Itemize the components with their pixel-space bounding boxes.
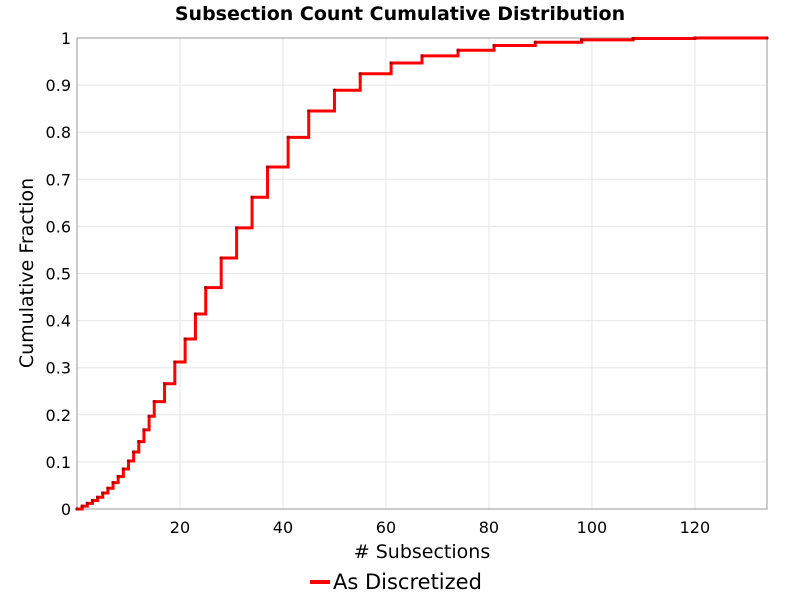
y-axis: 0 0.1 0.2 0.3 0.4 0.5 0.6 0.7 0.8 0.9 1 [46,29,71,519]
x-tick-label: 80 [479,518,499,537]
grid-lines [77,37,767,510]
x-tick-label: 20 [170,518,190,537]
data-point [183,337,187,341]
data-point [307,109,311,113]
data-point [126,459,131,463]
data-point [219,256,223,260]
chart-title: Subsection Count Cumulative Distribution [175,3,625,25]
y-tick-label: 1 [61,29,71,48]
data-point [152,400,156,404]
y-tick-label: 0 [61,500,71,519]
y-tick-label: 0.8 [46,123,71,142]
data-point [332,88,337,92]
y-tick-label: 0.1 [46,453,71,472]
y-tick-label: 0.3 [46,359,71,378]
x-tick-label: 60 [376,518,396,537]
data-point [204,286,208,290]
x-tick-label: 40 [273,518,293,537]
y-tick-label: 0.6 [46,217,71,236]
data-point [235,226,239,230]
data-point [389,61,393,65]
x-tick-label: 100 [577,518,608,537]
legend: As Discretized [310,570,482,594]
legend-label: As Discretized [333,570,482,594]
data-point [85,501,89,505]
data-point [111,481,115,485]
data-point [162,382,167,386]
x-axis: 20 40 60 80 100 120 [170,518,710,537]
data-point [358,72,362,76]
plot-area [76,37,768,510]
data-point [533,40,537,44]
data-point [147,414,151,418]
y-tick-label: 0.2 [46,406,71,425]
data-point [173,360,177,364]
data-point [90,498,95,503]
data-point [456,48,460,52]
data-point [580,38,584,42]
x-tick-label: 120 [680,518,711,537]
data-point [132,450,136,454]
y-tick-label: 0.5 [46,265,71,284]
data-point [80,504,84,508]
y-tick-label: 0.4 [46,312,71,331]
y-tick-label: 0.9 [46,76,71,95]
data-point [106,486,110,490]
data-point [492,43,496,48]
data-point [193,312,198,316]
data-point [137,440,141,444]
y-axis-label: Cumulative Fraction [16,178,38,368]
data-point [116,474,120,479]
data-point [142,428,146,432]
data-point [101,491,105,495]
data-point [250,195,254,199]
x-axis-label: # Subsections [354,541,490,563]
data-point [121,467,125,471]
y-tick-label: 0.7 [46,170,71,189]
data-point [286,135,290,139]
data-point [631,36,635,41]
data-point [95,495,100,499]
data-point [420,54,424,58]
data-point [265,165,270,169]
series-layer [75,36,769,511]
data-point [75,507,79,511]
data-point [693,36,697,40]
data-point [765,36,769,40]
